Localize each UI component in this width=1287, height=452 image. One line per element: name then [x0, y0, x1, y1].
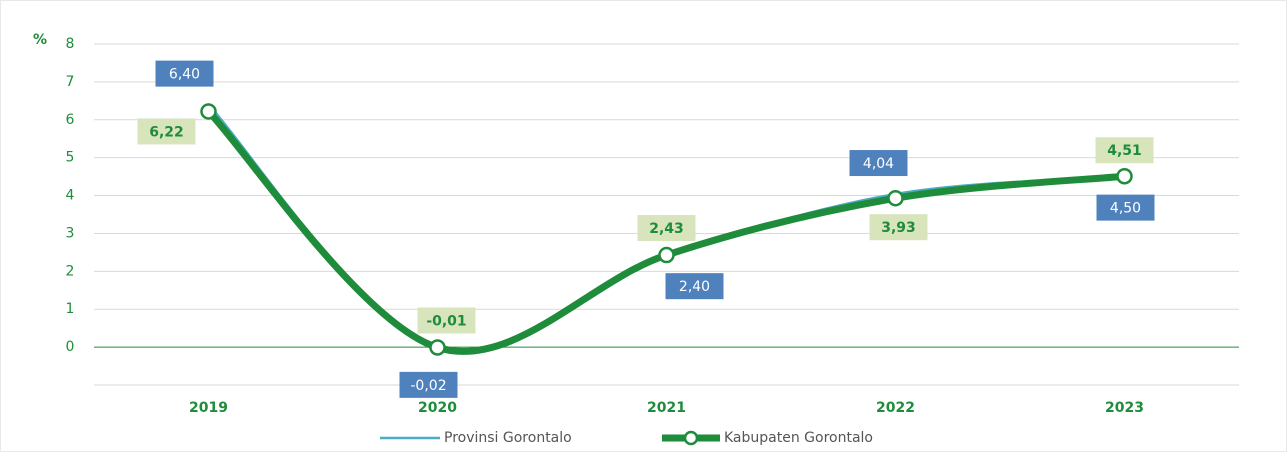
data-label-box [137, 118, 196, 145]
y-tick-label: 4 [66, 188, 75, 204]
data-label: -0,02 [410, 378, 446, 394]
data-label-box [155, 60, 214, 87]
y-tick-label: 2 [66, 263, 75, 279]
point-marker [1116, 167, 1133, 185]
point-marker [658, 246, 675, 264]
point-marker [200, 103, 217, 120]
data-label: 2,43 [649, 221, 684, 237]
data-label-box [869, 214, 928, 241]
data-label: 6,22 [149, 124, 184, 140]
x-tick-label: 2023 [1105, 400, 1144, 416]
y-axis-label: % [33, 32, 47, 48]
x-tick-label: 2020 [418, 400, 457, 416]
y-tick-label: 7 [66, 74, 75, 90]
series-line [205, 107, 1128, 355]
x-tick-label: 2022 [876, 400, 915, 416]
y-tick-label: 8 [66, 36, 75, 52]
data-label-box [637, 215, 696, 242]
y-tick-label: 1 [66, 301, 75, 317]
data-label-box [1095, 137, 1154, 164]
data-label: 4,50 [1110, 201, 1141, 217]
point-marker [429, 339, 446, 356]
x-tick-label: 2019 [189, 400, 228, 416]
x-tick-label: 2021 [647, 400, 686, 416]
data-label: 6,40 [169, 67, 200, 83]
y-tick-label: 6 [66, 112, 75, 128]
y-tick-label: 0 [66, 339, 75, 355]
y-tick-label: 5 [66, 150, 75, 166]
data-label-box [665, 273, 724, 300]
data-label: -0,01 [426, 313, 466, 329]
data-label-box [849, 150, 908, 177]
y-tick-label: 3 [66, 225, 75, 241]
data-label-box [399, 371, 458, 398]
legend-label: Provinsi Gorontalo [444, 430, 572, 446]
data-label-box [1096, 194, 1155, 221]
legend-label: Kabupaten Gorontalo [724, 430, 873, 446]
data-label: 2,40 [679, 279, 710, 295]
data-label: 4,04 [863, 156, 894, 172]
legend-marker [683, 430, 699, 446]
point-marker [887, 189, 904, 207]
data-label: 3,93 [881, 220, 916, 236]
data-label: 4,51 [1107, 143, 1142, 159]
data-label-box [417, 307, 476, 334]
